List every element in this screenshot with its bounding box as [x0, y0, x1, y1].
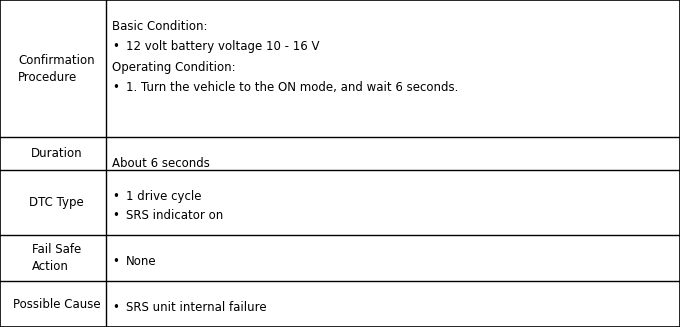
Text: SRS unit internal failure: SRS unit internal failure [126, 301, 267, 314]
Text: SRS indicator on: SRS indicator on [126, 209, 223, 222]
Text: 1. Turn the vehicle to the ON mode, and wait 6 seconds.: 1. Turn the vehicle to the ON mode, and … [126, 81, 458, 95]
Text: •: • [112, 40, 120, 53]
Text: None: None [126, 255, 156, 268]
Text: Basic Condition:: Basic Condition: [112, 20, 208, 33]
Text: 12 volt battery voltage 10 - 16 V: 12 volt battery voltage 10 - 16 V [126, 40, 320, 53]
Text: Duration: Duration [31, 147, 82, 160]
Text: •: • [112, 209, 120, 222]
Text: About 6 seconds: About 6 seconds [112, 157, 210, 170]
Text: •: • [112, 301, 120, 314]
Text: Confirmation
Procedure: Confirmation Procedure [18, 54, 95, 84]
Text: •: • [112, 190, 120, 203]
Text: •: • [112, 81, 120, 95]
Text: Possible Cause: Possible Cause [13, 298, 100, 311]
Text: Fail Safe
Action: Fail Safe Action [32, 243, 81, 273]
Text: Operating Condition:: Operating Condition: [112, 61, 236, 74]
Text: DTC Type: DTC Type [29, 196, 84, 209]
Text: •: • [112, 255, 120, 268]
Text: 1 drive cycle: 1 drive cycle [126, 190, 201, 203]
